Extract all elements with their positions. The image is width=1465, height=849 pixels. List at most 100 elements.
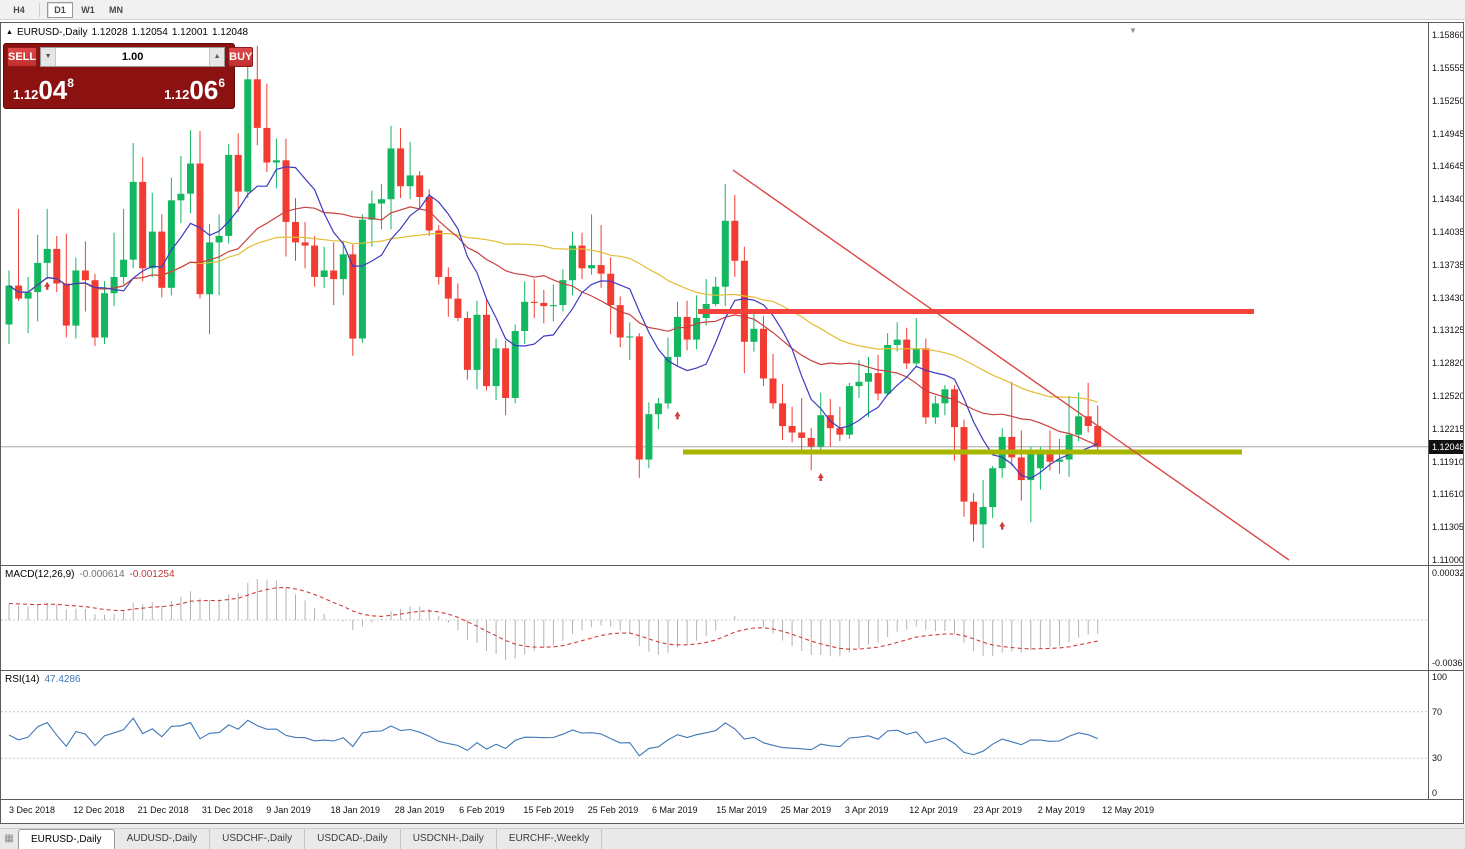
rsi-axis-label: 100 (1432, 672, 1448, 682)
time-axis-label: 15 Mar 2019 (716, 805, 767, 815)
time-axis-label: 23 Apr 2019 (973, 805, 1023, 815)
time-axis-label: 21 Dec 2018 (137, 805, 189, 815)
buy-price-pips: 06 (189, 75, 219, 105)
price-axis-label: 1.11305 (1432, 522, 1464, 533)
trendline[interactable] (732, 169, 1290, 561)
signal-arrow-icon (817, 472, 824, 481)
price-axis-label: 1.11000 (1432, 555, 1464, 565)
sell-price-display: 1.12048 (13, 75, 74, 105)
timeframe-button-d1[interactable]: D1 (47, 1, 73, 18)
main-chart-panel[interactable]: ▲ EURUSD-,Daily 1.12028 1.12054 1.12001 1.120… (1, 23, 1428, 565)
macd-axis[interactable]: 0.0003287 -0.00365 (1428, 565, 1463, 670)
time-axis-label: 9 Jan 2019 (266, 805, 311, 815)
candlestick-series (5, 45, 1102, 549)
volume-stepper: ▼ ▲ (40, 47, 226, 67)
time-axis-label: 25 Feb 2019 (587, 805, 639, 815)
timeframe-toolbar: H4 D1 W1 MN (0, 0, 1465, 20)
chart-tab[interactable]: USDCNH-,Daily (401, 829, 497, 849)
sell-price-base: 1.12 (13, 87, 39, 102)
rsi-value: 47.4286 (44, 674, 81, 685)
chart-shift-marker[interactable]: ▼ (1129, 26, 1137, 35)
rsi-name: RSI(14) (5, 674, 40, 685)
time-axis-label: 12 Apr 2019 (909, 805, 958, 815)
time-axis-label: 15 Feb 2019 (523, 805, 574, 815)
current-price-badge: 1.12048 (1429, 439, 1463, 454)
chart-title: ▲ EURUSD-,Daily 1.12028 1.12054 1.12001 1.120… (6, 27, 252, 38)
price-axis-label: 1.15250 (1432, 95, 1464, 106)
chart-tab[interactable]: USDCAD-,Daily (305, 829, 401, 849)
price-axis-label: 1.14945 (1432, 128, 1464, 139)
status-strip (0, 824, 1465, 828)
time-axis-label: 3 Dec 2018 (9, 805, 56, 815)
macd-label: MACD(12,26,9) -0.000614 -0.001254 (5, 569, 180, 580)
macd-value-signal: -0.001254 (129, 569, 175, 580)
price-axis-label: 1.14645 (1432, 161, 1464, 172)
macd-histogram (8, 579, 1099, 660)
rsi-chart (1, 711, 1428, 759)
ohlc-low: 1.12001 (171, 27, 208, 38)
macd-chart (1, 579, 1428, 660)
ohlc-high: 1.12054 (131, 27, 168, 38)
signal-arrow-icon (44, 281, 51, 290)
buy-price-base: 1.12 (164, 87, 190, 102)
time-axis-label: 12 Dec 2018 (73, 805, 125, 815)
chart-window: ▲ EURUSD-,Daily 1.12028 1.12054 1.12001 1.120… (0, 22, 1464, 824)
ma-fast-line (8, 166, 1098, 480)
ma-mid-line (8, 206, 1098, 447)
sell-price-pipette: 8 (67, 76, 74, 90)
timeframe-button-h4[interactable]: H4 (13, 4, 25, 15)
macd-name: MACD(12,26,9) (5, 569, 75, 580)
time-axis-label: 28 Jan 2019 (394, 805, 445, 815)
rsi-line (8, 717, 1098, 757)
price-axis-label: 1.11610 (1432, 489, 1464, 500)
price-axis-label: 1.14035 (1432, 227, 1464, 238)
signal-arrow-icon (674, 411, 681, 420)
time-axis-label: 3 Apr 2019 (844, 805, 889, 815)
sell-price-pips: 04 (38, 75, 68, 105)
charts-list-icon[interactable]: ▦ (4, 833, 14, 844)
timeframe-button-w1[interactable]: W1 (81, 4, 95, 15)
one-click-trading-panel: SELL ▼ ▲ BUY 1.12048 1.12066 (3, 43, 254, 109)
chart-tabbar: ▦ EURUSD-,Daily AUDUSD-,Daily USDCHF-,Dail… (0, 828, 1465, 849)
price-axis-label: 1.13125 (1432, 325, 1464, 336)
time-axis-label: 6 Feb 2019 (459, 805, 505, 815)
price-axis-label: 1.13430 (1432, 292, 1464, 303)
rsi-axis-label: 70 (1432, 706, 1443, 717)
signal-arrow-icon (999, 521, 1006, 530)
time-axis-label: 18 Jan 2019 (330, 805, 381, 815)
price-axis-label: 1.12520 (1432, 390, 1464, 401)
macd-panel[interactable]: MACD(12,26,9) -0.000614 -0.001254 (1, 565, 1428, 670)
buy-price-pipette: 6 (218, 76, 225, 90)
volume-decrease-button[interactable]: ▼ (41, 48, 57, 66)
time-axis-label: 31 Dec 2018 (201, 805, 253, 815)
chart-tab[interactable]: EURCHF-,Weekly (497, 829, 603, 849)
macd-axis-min: -0.00365 (1432, 658, 1464, 668)
rsi-panel[interactable]: RSI(14) 47.4286 (1, 670, 1428, 799)
volume-input[interactable] (56, 48, 210, 66)
chart-symbol-label: EURUSD-,Daily (16, 27, 88, 38)
buy-button[interactable]: BUY (228, 47, 254, 67)
macd-signal-line (8, 586, 1098, 650)
price-axis-label: 1.15555 (1432, 62, 1464, 73)
chart-tab[interactable]: AUDUSD-,Daily (115, 829, 211, 849)
time-axis-label: 12 May 2019 (1102, 805, 1155, 815)
price-axis-label: 1.12820 (1432, 358, 1464, 369)
time-axis-label: 25 Mar 2019 (780, 805, 832, 815)
timeframe-button-mn[interactable]: MN (109, 4, 123, 15)
price-axis[interactable]: 1.12048 1.15860 1.15555 1.15250 1.14945 1.14… (1428, 23, 1463, 565)
price-axis-label: 1.14340 (1432, 194, 1464, 205)
sell-button[interactable]: SELL (7, 47, 38, 67)
time-axis[interactable]: 3 Dec 2018 12 Dec 2018 21 Dec 2018 31 Dec 2… (1, 799, 1463, 823)
buy-price-display: 1.12066 (164, 75, 225, 105)
rsi-axis[interactable]: 100 70 30 0 (1428, 670, 1463, 799)
rsi-label: RSI(14) 47.4286 (5, 674, 86, 685)
rsi-axis-label: 30 (1432, 753, 1443, 764)
price-axis-label: 1.15860 (1432, 30, 1464, 40)
toolbar-divider (39, 2, 40, 17)
candlestick-chart[interactable] (1, 23, 1428, 565)
price-axis-label: 1.11910 (1432, 456, 1464, 467)
volume-increase-button[interactable]: ▲ (209, 48, 225, 66)
price-axis-label: 1.13735 (1432, 259, 1464, 270)
chart-tab[interactable]: USDCHF-,Daily (210, 829, 306, 849)
chart-tab[interactable]: EURUSD-,Daily (18, 829, 115, 849)
